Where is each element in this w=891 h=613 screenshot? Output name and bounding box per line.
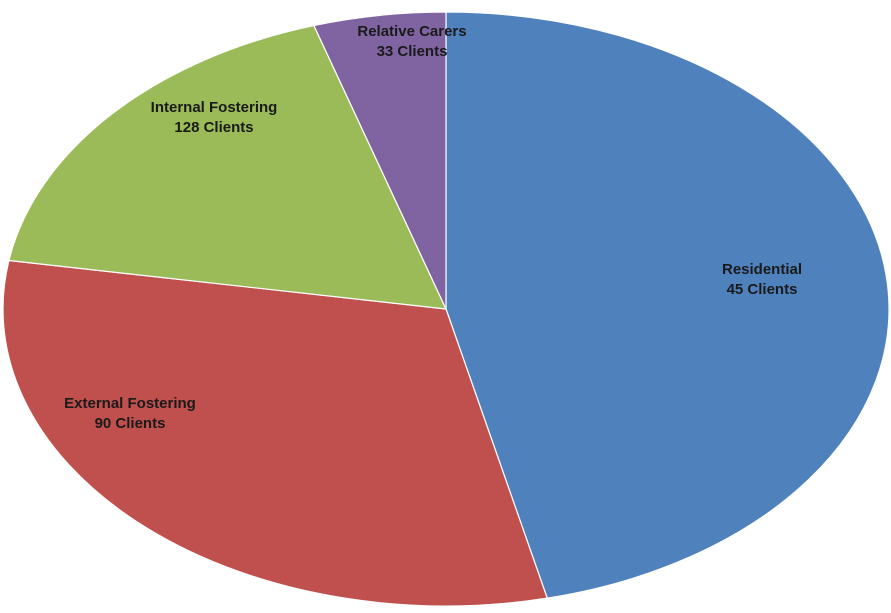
slice-relative-carers — [313, 11, 447, 310]
label-residential-name: Residential — [722, 261, 802, 278]
pie-labels: Residential 45 Clients External Fostering 9… — [64, 23, 802, 432]
label-external-fostering-value: 90 Clients — [95, 415, 166, 432]
label-relative-carers: Relative Carers 33 Clients — [357, 23, 466, 60]
label-relative-carers-value: 33 Clients — [377, 43, 448, 60]
label-relative-carers-name: Relative Carers — [357, 23, 466, 40]
label-residential: Residential 45 Clients — [722, 261, 802, 298]
slice-external-fostering — [2, 259, 549, 607]
slice-residential — [445, 11, 890, 599]
label-internal-fostering-value: 128 Clients — [174, 119, 253, 136]
slice-internal-fostering — [8, 24, 447, 310]
label-internal-fostering: Internal Fostering 128 Clients — [151, 99, 278, 136]
label-internal-fostering-name: Internal Fostering — [151, 99, 278, 116]
label-external-fostering-name: External Fostering — [64, 395, 196, 412]
pie-slices — [2, 11, 890, 607]
label-residential-value: 45 Clients — [727, 281, 798, 298]
label-external-fostering: External Fostering 90 Clients — [64, 395, 196, 432]
